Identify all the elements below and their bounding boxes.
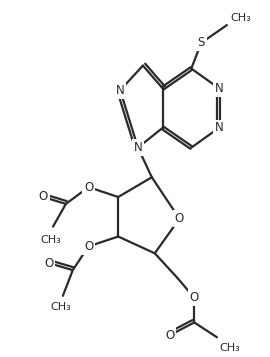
Text: CH₃: CH₃ — [41, 235, 61, 245]
Text: O: O — [45, 257, 54, 270]
Text: O: O — [165, 329, 174, 342]
Text: N: N — [116, 84, 124, 97]
Text: N: N — [215, 82, 223, 95]
Text: O: O — [39, 191, 48, 203]
Text: CH₃: CH₃ — [231, 13, 252, 23]
Text: S: S — [197, 36, 205, 49]
Text: O: O — [175, 212, 184, 225]
Text: N: N — [215, 121, 223, 134]
Text: O: O — [84, 181, 93, 193]
Text: O: O — [84, 240, 93, 253]
Text: CH₃: CH₃ — [219, 343, 240, 353]
Text: O: O — [190, 291, 199, 304]
Text: N: N — [134, 141, 142, 154]
Text: CH₃: CH₃ — [50, 302, 71, 312]
